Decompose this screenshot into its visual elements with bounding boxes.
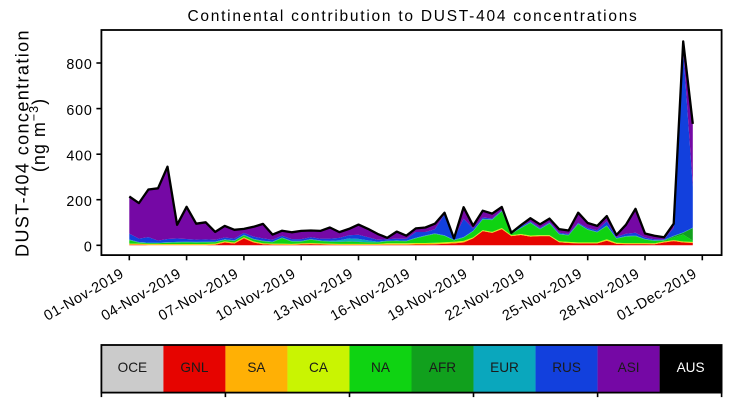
svg-text:Continental contribution to DU: Continental contribution to DUST-404 con… [187, 8, 638, 25]
svg-text:600: 600 [66, 103, 92, 119]
svg-text:CA: CA [309, 360, 329, 375]
svg-text:0: 0 [84, 240, 93, 256]
svg-text:200: 200 [66, 194, 92, 210]
svg-text:AUS: AUS [677, 360, 705, 375]
svg-text:ASI: ASI [618, 360, 640, 375]
svg-text:EUR: EUR [490, 360, 519, 375]
svg-text:AFR: AFR [429, 360, 456, 375]
svg-text:OCE: OCE [118, 360, 147, 375]
svg-text:400: 400 [66, 148, 92, 164]
svg-text:NA: NA [371, 360, 391, 375]
svg-text:SA: SA [247, 360, 266, 375]
svg-text:GNL: GNL [180, 360, 208, 375]
svg-text:800: 800 [66, 57, 92, 73]
svg-text:DUST-404 concentration: DUST-404 concentration [12, 29, 32, 257]
svg-text:RUS: RUS [552, 360, 581, 375]
